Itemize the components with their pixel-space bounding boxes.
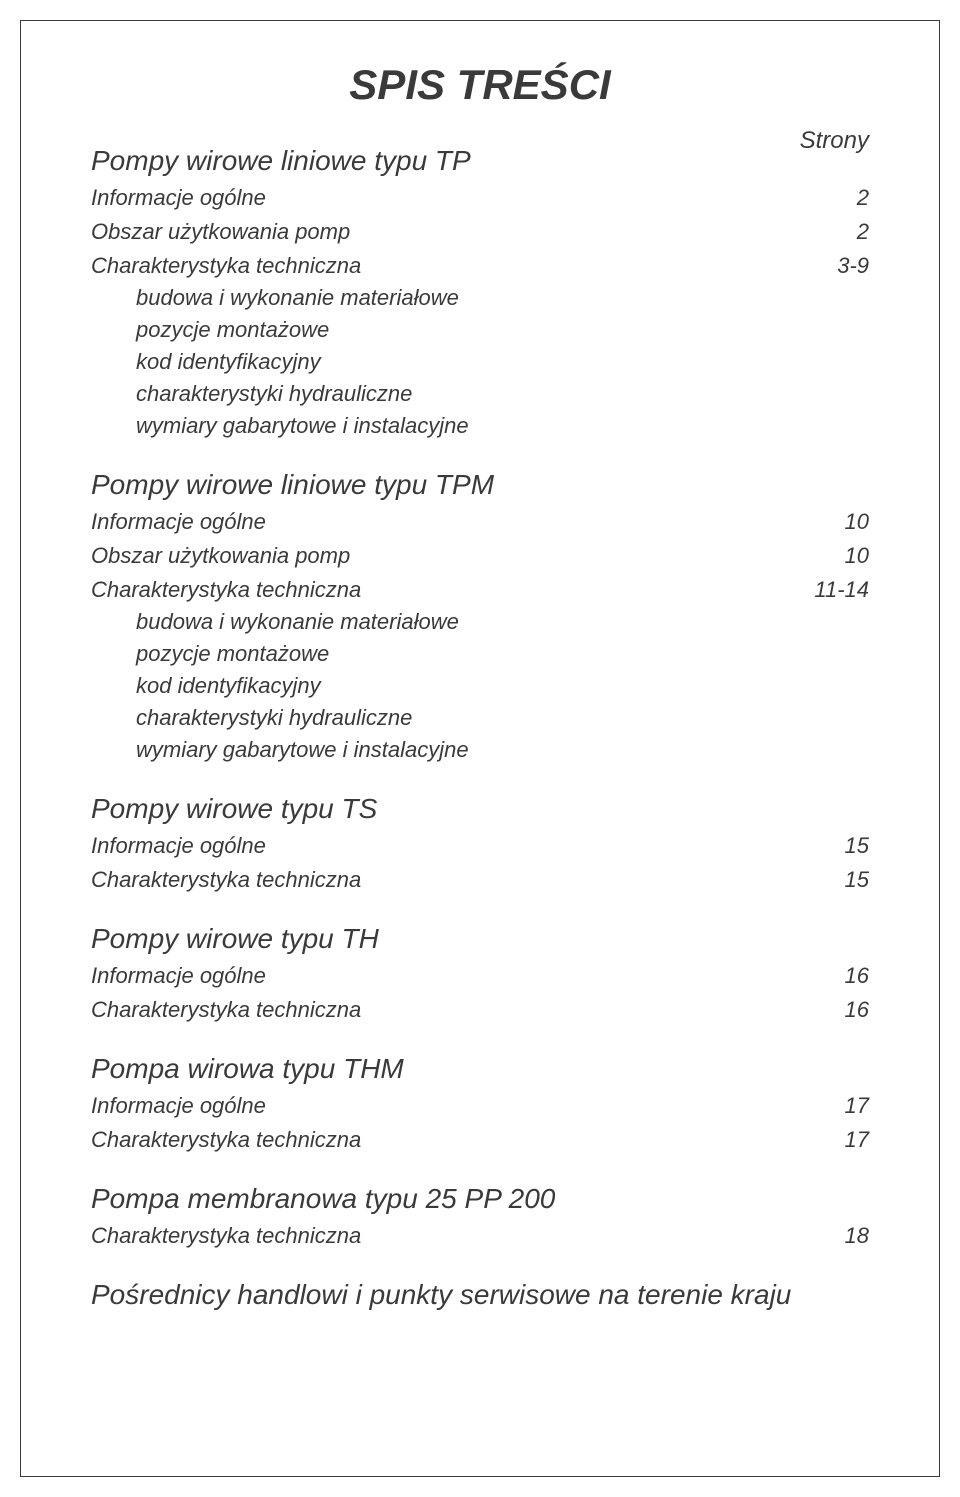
toc-page: 16: [845, 997, 869, 1023]
toc-subitem: kod identyfikacyjny: [136, 673, 869, 699]
toc-row: Charakterystyka techniczna 17: [91, 1127, 869, 1153]
toc-subitem: pozycje montażowe: [136, 317, 869, 343]
toc-page: 18: [845, 1223, 869, 1249]
toc-subitem: pozycje montażowe: [136, 641, 869, 667]
toc-subitem: wymiary gabarytowe i instalacyjne: [136, 413, 869, 439]
toc-row: Charakterystyka techniczna 16: [91, 997, 869, 1023]
toc-label: Charakterystyka techniczna: [91, 577, 361, 603]
toc-label: Charakterystyka techniczna: [91, 867, 361, 893]
section-heading: Pompy wirowe typu TH: [91, 923, 869, 955]
toc-label: Charakterystyka techniczna: [91, 1127, 361, 1153]
toc-row: Informacje ogólne 16: [91, 963, 869, 989]
toc-page: 15: [845, 867, 869, 893]
toc-label: Obszar użytkowania pomp: [91, 543, 350, 569]
section-heading: Pompa wirowa typu THM: [91, 1053, 869, 1085]
toc-row: Charakterystyka techniczna 15: [91, 867, 869, 893]
section-heading: Pompy wirowe typu TS: [91, 793, 869, 825]
content-frame: SPIS TREŚCI Strony Pompy wirowe liniowe …: [20, 20, 940, 1477]
toc-label: Informacje ogólne: [91, 1093, 266, 1119]
toc-row: Informacje ogólne 15: [91, 833, 869, 859]
toc-page: 17: [845, 1127, 869, 1153]
page: SPIS TREŚCI Strony Pompy wirowe liniowe …: [0, 0, 960, 1497]
toc-row: Obszar użytkowania pomp 2: [91, 219, 869, 245]
toc-page: 10: [845, 509, 869, 535]
toc-page: 15: [845, 833, 869, 859]
toc-label: Charakterystyka techniczna: [91, 997, 361, 1023]
toc-label: Informacje ogólne: [91, 185, 266, 211]
toc-page: 16: [845, 963, 869, 989]
toc-subitem: kod identyfikacyjny: [136, 349, 869, 375]
toc-subitem: wymiary gabarytowe i instalacyjne: [136, 737, 869, 763]
toc-page: 3-9: [837, 253, 869, 279]
toc-label: Informacje ogólne: [91, 509, 266, 535]
toc-label: Charakterystyka techniczna: [91, 1223, 361, 1249]
toc-label: Obszar użytkowania pomp: [91, 219, 350, 245]
toc-subitem: charakterystyki hydrauliczne: [136, 381, 869, 407]
toc-page: 2: [857, 185, 869, 211]
toc-subitem: charakterystyki hydrauliczne: [136, 705, 869, 731]
toc-row: Obszar użytkowania pomp 10: [91, 543, 869, 569]
section-heading: Pośrednicy handlowi i punkty serwisowe n…: [91, 1279, 869, 1311]
toc-subitem: budowa i wykonanie materiałowe: [136, 609, 869, 635]
section-heading: Pompy wirowe liniowe typu TP: [91, 145, 869, 177]
toc-label: Informacje ogólne: [91, 963, 266, 989]
toc-page: 2: [857, 219, 869, 245]
toc-row: Informacje ogólne 2: [91, 185, 869, 211]
toc-row: Charakterystyka techniczna 3-9: [91, 253, 869, 279]
toc-page: 10: [845, 543, 869, 569]
toc-page: 17: [845, 1093, 869, 1119]
section-heading: Pompy wirowe liniowe typu TPM: [91, 469, 869, 501]
toc-label: Informacje ogólne: [91, 833, 266, 859]
toc-title: SPIS TREŚCI: [91, 61, 869, 109]
toc-row: Informacje ogólne 17: [91, 1093, 869, 1119]
toc-row: Informacje ogólne 10: [91, 509, 869, 535]
toc-subitem: budowa i wykonanie materiałowe: [136, 285, 869, 311]
section-heading: Pompa membranowa typu 25 PP 200: [91, 1183, 869, 1215]
toc-row: Charakterystyka techniczna 11-14: [91, 577, 869, 603]
toc-label: Charakterystyka techniczna: [91, 253, 361, 279]
toc-page: 11-14: [814, 577, 869, 603]
toc-row: Charakterystyka techniczna 18: [91, 1223, 869, 1249]
